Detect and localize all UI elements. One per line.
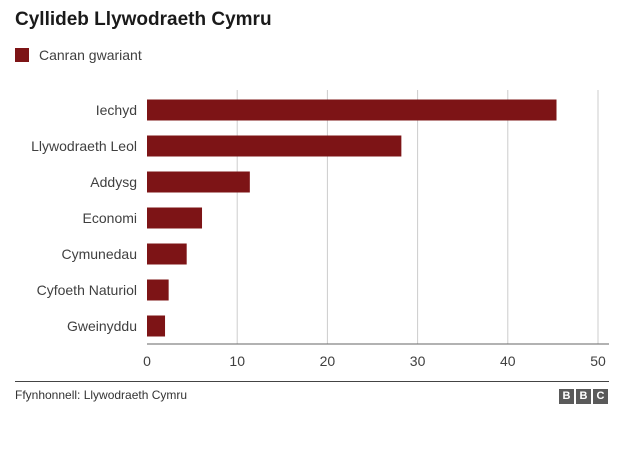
bbc-logo-letter: B [576, 389, 591, 404]
bar [147, 99, 557, 121]
category-label: Gweinyddu [67, 318, 137, 334]
category-label: Llywodraeth Leol [31, 138, 137, 154]
bar [147, 207, 203, 229]
category-label: Cymunedau [62, 246, 138, 262]
category-label: Economi [83, 210, 137, 226]
x-tick-label: 50 [590, 353, 606, 369]
gridlines [236, 90, 599, 344]
bbc-logo-letter: B [559, 389, 574, 404]
x-tick-label: 30 [410, 353, 426, 369]
bar-chart: Iechyd Llywodraeth Leol Addysg Economi Cymun… [31, 90, 609, 369]
bar [147, 135, 402, 157]
bbc-logo-letter: C [593, 389, 608, 404]
bar [147, 315, 166, 337]
bar [147, 171, 250, 193]
category-label: Cyfoeth Naturiol [37, 282, 137, 298]
bars [147, 99, 557, 337]
x-tick-label: 0 [143, 353, 151, 369]
legend-swatch [15, 48, 29, 62]
chart-title: Cyllideb Llywodraeth Cymru [15, 9, 272, 30]
bbc-logo: B B C [559, 389, 608, 404]
legend-label: Canran gwariant [39, 47, 142, 63]
bar [147, 279, 169, 301]
source-note: Ffynhonnell: Llywodraeth Cymru [15, 388, 188, 402]
x-tick-label: 40 [500, 353, 516, 369]
category-labels: Iechyd Llywodraeth Leol Addysg Economi Cymun… [31, 102, 137, 334]
category-label: Addysg [90, 174, 137, 190]
bar [147, 243, 187, 265]
legend: Canran gwariant [15, 45, 142, 65]
x-tick-label: 10 [229, 353, 245, 369]
footer-divider [15, 381, 609, 382]
x-tick-label: 20 [320, 353, 336, 369]
category-label: Iechyd [96, 102, 137, 118]
x-axis-tick-labels: 0 10 20 30 40 50 [143, 353, 606, 369]
